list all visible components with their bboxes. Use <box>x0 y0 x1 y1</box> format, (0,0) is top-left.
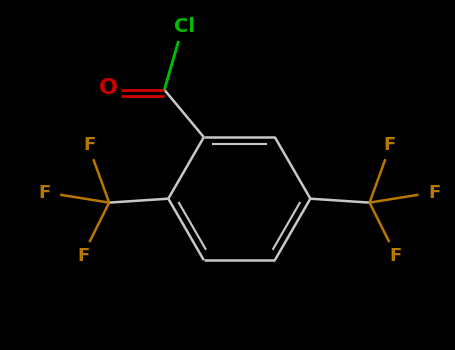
Text: F: F <box>77 247 89 265</box>
Text: F: F <box>428 184 440 202</box>
Text: F: F <box>389 247 402 265</box>
Text: F: F <box>83 136 96 154</box>
Text: F: F <box>383 136 395 154</box>
Text: F: F <box>38 184 51 202</box>
Text: Cl: Cl <box>174 17 195 36</box>
Text: O: O <box>99 78 118 98</box>
